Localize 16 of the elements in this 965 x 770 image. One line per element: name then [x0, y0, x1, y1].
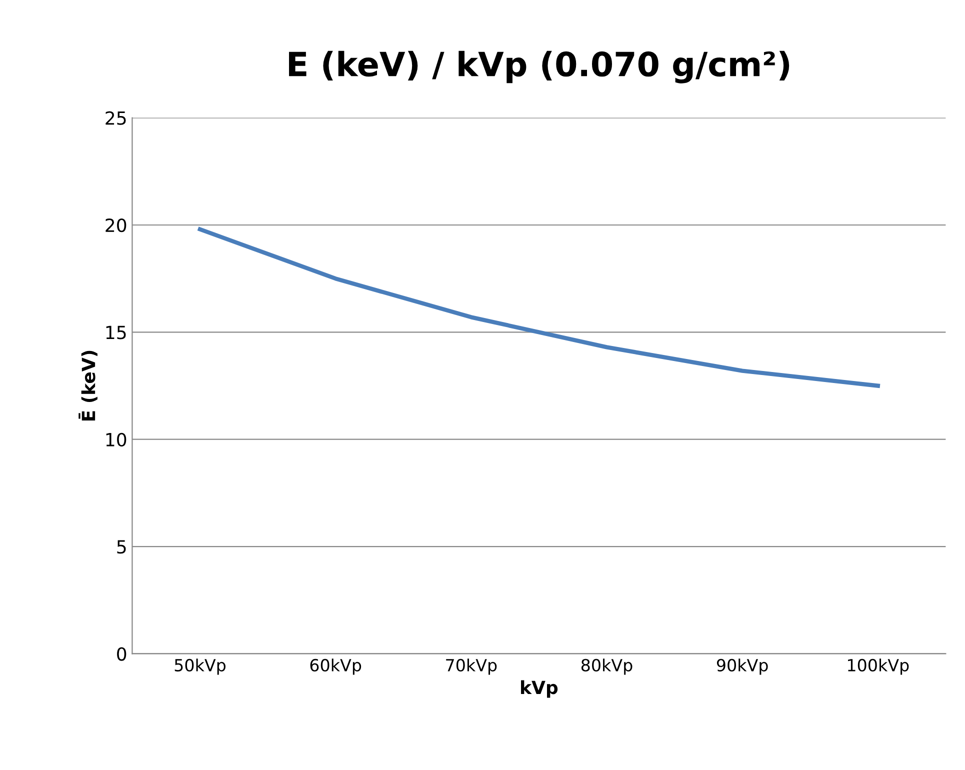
y-tick-label: 15 — [106, 326, 126, 340]
y-tick-label: 0 — [117, 647, 126, 661]
line-series — [198, 227, 880, 388]
x-tick-label: 50kVp — [174, 658, 226, 675]
x-tick-label: 60kVp — [310, 658, 362, 675]
chart-title: E (keV) / kVp (0.070 g/cm²) — [289, 50, 790, 84]
x-tick-label: 80kVp — [581, 658, 632, 675]
y-tick-label: 10 — [106, 432, 126, 446]
y-tick-label: 25 — [106, 111, 126, 125]
x-tick-label: 100kVp — [848, 658, 909, 675]
x-tick-label: 70kVp — [446, 658, 497, 675]
x-axis-title: kVp — [521, 680, 558, 698]
x-tick-label: 90kVp — [716, 658, 768, 675]
y-axis-title: Ē (keV) — [78, 350, 98, 421]
y-tick-label: 5 — [117, 540, 126, 554]
y-tick-label: 20 — [106, 218, 126, 232]
